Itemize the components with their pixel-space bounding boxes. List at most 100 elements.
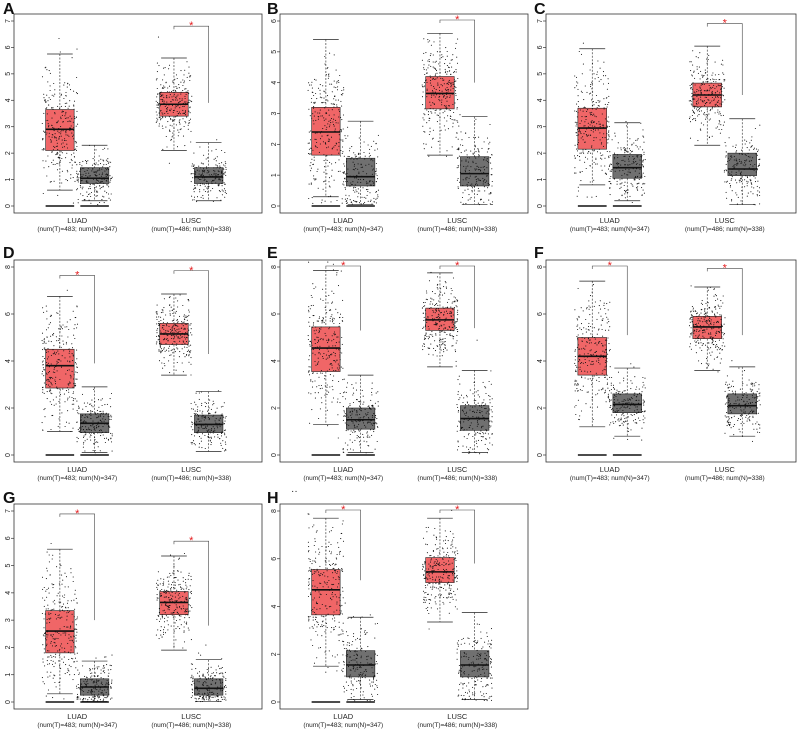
data-point — [167, 121, 169, 123]
data-point — [454, 85, 456, 87]
data-point — [461, 160, 463, 162]
data-point — [626, 174, 628, 176]
data-point — [348, 406, 350, 408]
data-point — [65, 129, 67, 132]
data-point — [699, 106, 701, 108]
data-point — [587, 338, 589, 340]
data-point — [355, 189, 357, 191]
data-point — [49, 181, 51, 183]
data-point — [424, 85, 426, 87]
data-point — [436, 72, 438, 74]
data-point — [64, 82, 66, 84]
data-point — [611, 139, 613, 141]
data-point — [476, 339, 478, 341]
data-point — [335, 122, 337, 124]
data-point — [589, 306, 591, 308]
data-point — [329, 374, 331, 376]
data-point — [173, 328, 175, 330]
data-point — [588, 150, 590, 153]
significance-bracket — [325, 265, 361, 331]
data-point — [706, 108, 708, 110]
data-point — [455, 342, 457, 344]
data-point — [362, 170, 364, 172]
data-point — [577, 382, 579, 384]
data-point — [83, 435, 85, 437]
data-point — [217, 166, 219, 168]
data-point — [199, 146, 201, 148]
data-point — [424, 131, 426, 133]
data-point — [46, 383, 48, 386]
data-point — [317, 362, 319, 364]
panel-label: E — [267, 245, 278, 262]
data-point — [73, 90, 75, 92]
data-point — [577, 95, 579, 97]
data-point — [340, 270, 342, 272]
data-point — [85, 161, 88, 163]
data-point — [168, 68, 170, 70]
data-point — [450, 287, 452, 290]
y-tick-label: 1 — [537, 178, 544, 182]
data-point — [757, 165, 759, 167]
data-point — [355, 167, 357, 170]
data-point — [190, 328, 192, 330]
data-point — [735, 173, 737, 176]
data-point — [172, 120, 174, 122]
data-point — [584, 156, 587, 158]
data-point — [82, 425, 84, 428]
data-point — [220, 172, 223, 174]
data-point — [483, 433, 485, 435]
data-point — [484, 443, 486, 445]
data-point — [82, 186, 84, 188]
data-point — [593, 104, 595, 106]
data-point — [435, 304, 437, 306]
data-point — [221, 194, 223, 196]
data-point — [216, 156, 218, 158]
data-point — [629, 152, 631, 154]
data-point — [490, 420, 492, 422]
data-point — [175, 97, 177, 99]
data-point — [200, 174, 202, 176]
data-point — [358, 156, 360, 158]
data-point — [200, 420, 202, 422]
data-point — [598, 305, 600, 307]
data-point — [696, 103, 698, 105]
data-point — [111, 416, 113, 418]
data-point — [93, 432, 95, 434]
data-point — [486, 167, 488, 169]
data-point — [691, 104, 693, 106]
data-point — [183, 101, 186, 103]
data-point — [172, 110, 175, 112]
data-point — [642, 183, 644, 185]
data-point — [55, 396, 57, 398]
data-point — [629, 138, 631, 140]
data-point — [614, 158, 616, 160]
data-point — [587, 109, 589, 111]
data-point — [200, 178, 202, 181]
data-point — [751, 186, 753, 188]
data-point — [87, 160, 89, 162]
data-point — [100, 412, 102, 414]
data-point — [64, 115, 66, 117]
data-point — [192, 408, 194, 410]
data-point — [473, 381, 475, 384]
data-point — [636, 183, 638, 185]
data-point — [715, 81, 717, 83]
data-point — [446, 107, 448, 109]
data-point — [592, 91, 594, 93]
data-point — [712, 106, 714, 108]
data-point — [189, 324, 191, 326]
data-point — [193, 191, 195, 193]
data-point — [156, 341, 158, 343]
data-point — [711, 93, 713, 95]
data-point — [179, 338, 181, 340]
data-point — [172, 334, 174, 337]
data-point — [477, 148, 479, 150]
data-point — [423, 338, 425, 340]
data-point — [177, 104, 179, 106]
data-point — [443, 341, 445, 343]
data-point — [198, 173, 200, 175]
data-point — [605, 360, 607, 362]
category-label: LUAD — [600, 216, 621, 225]
data-point — [369, 184, 371, 186]
data-point — [437, 82, 439, 84]
